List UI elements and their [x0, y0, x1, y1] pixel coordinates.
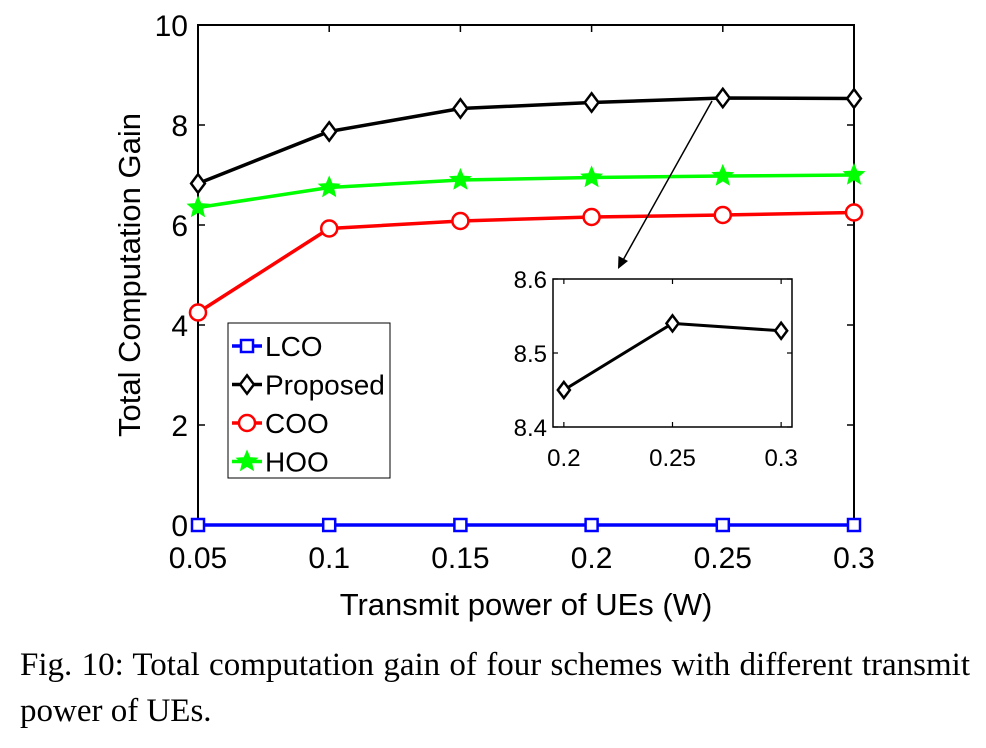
data-point-hoo: [711, 163, 735, 186]
data-point-coo: [844, 203, 864, 222]
x-tick-label: 0.15: [431, 542, 489, 575]
legend-marker: [235, 449, 259, 472]
data-point-proposed: [583, 91, 601, 114]
series-hoo: [186, 162, 866, 218]
data-point-coo: [188, 303, 208, 322]
data-point-lco: [846, 517, 862, 533]
main-series-layer: [186, 86, 866, 533]
line-chart: 0.05 0.1 0.15 0.2 0.25 0.3 0 2 4 6 8 10 Transmit po…: [112, 10, 875, 622]
inset-data-point: [556, 379, 572, 401]
data-point-proposed: [451, 97, 469, 120]
zoom-arrow-head: [618, 256, 628, 269]
legend-label: HOO: [265, 447, 329, 478]
inset-chart: 0.2 0.25 0.3 8.4 8.5 8.6: [514, 267, 798, 472]
figure-caption: Fig. 10: Total computation gain of four …: [20, 647, 970, 729]
series-line-hoo: [197, 173, 855, 210]
data-point-lco: [453, 517, 468, 533]
series-line-proposed: [197, 96, 855, 186]
data-point-hoo: [317, 175, 341, 198]
legend-box: [227, 322, 391, 479]
series-proposed: [189, 86, 863, 195]
y-axis-label: Total Computation Gain: [112, 113, 147, 437]
inset-data-point: [773, 320, 789, 341]
y-tick-label: 8: [171, 110, 188, 143]
data-point-proposed: [845, 87, 863, 110]
x-tick-label: 0.1: [308, 542, 350, 575]
x-tick-label: 0.25: [694, 542, 752, 575]
legend-item-proposed: Proposed: [232, 370, 385, 401]
data-point-hoo: [842, 162, 866, 185]
inset-x-tick-label: 0.2: [547, 445, 580, 472]
data-point-proposed: [320, 120, 338, 143]
data-point-proposed: [714, 86, 732, 110]
series-line-coo: [197, 210, 855, 314]
x-tick-label: 0.2: [571, 542, 613, 575]
legend-label: Proposed: [265, 370, 385, 401]
inset-x-tick-label: 0.25: [649, 445, 696, 472]
data-point-coo: [319, 219, 339, 238]
y-tick-label: 4: [171, 310, 188, 343]
zoom-arrow-line: [621, 100, 713, 263]
inset-axis-ticks: [553, 278, 792, 428]
data-point-coo: [582, 207, 601, 227]
inset-plot-area: [552, 278, 793, 428]
inset-x-tick-label: 0.3: [764, 445, 797, 472]
legend: LCO Proposed COO HOO: [227, 322, 391, 479]
legend-label: LCO: [265, 331, 323, 362]
y-tick-label: 2: [171, 410, 188, 443]
x-axis-label: Transmit power of UEs (W): [340, 587, 713, 622]
series-coo: [188, 203, 864, 322]
data-point-proposed: [189, 172, 207, 195]
inset-data-point: [664, 313, 681, 334]
inset-y-tick-label: 8.6: [514, 267, 547, 294]
legend-marker: [238, 373, 256, 396]
data-point-hoo: [186, 195, 210, 218]
data-point-coo: [451, 211, 470, 231]
data-point-coo: [713, 205, 733, 225]
y-tick-label: 10: [155, 10, 188, 43]
legend-item-hoo: HOO: [232, 447, 329, 478]
series-lco: [190, 517, 862, 533]
data-point-lco: [584, 517, 599, 533]
legend-item-lco: LCO: [232, 331, 323, 362]
x-tick-label: 0.3: [833, 542, 875, 575]
legend-marker: [237, 413, 257, 433]
main-axis-tick-labels: 0.05 0.1 0.15 0.2 0.25 0.3 0 2 4 6 8 10: [155, 10, 875, 575]
inset-y-tick-label: 8.4: [514, 415, 547, 442]
data-point-hoo: [580, 165, 604, 188]
x-tick-label: 0.05: [169, 542, 227, 575]
data-point-lco: [321, 517, 337, 533]
data-point-lco: [715, 517, 731, 533]
data-point-hoo: [448, 167, 472, 190]
y-tick-label: 0: [171, 510, 188, 543]
legend-item-coo: COO: [232, 408, 329, 439]
data-point-lco: [190, 517, 206, 533]
inset-series-layer: [556, 313, 789, 401]
legend-marker: [239, 338, 255, 354]
legend-label: COO: [265, 408, 329, 439]
inset-axis-tick-labels: 0.2 0.25 0.3 8.4 8.5 8.6: [514, 267, 798, 472]
inset-y-tick-label: 8.5: [514, 341, 547, 368]
y-tick-label: 6: [171, 210, 188, 243]
